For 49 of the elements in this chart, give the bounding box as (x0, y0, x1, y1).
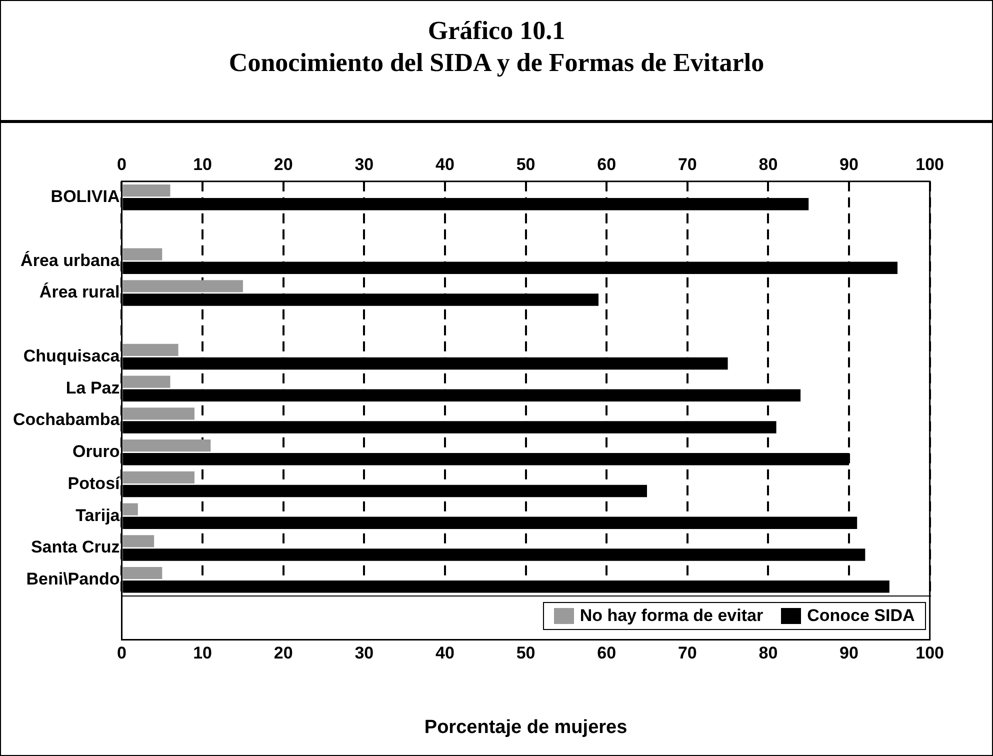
bar (122, 376, 170, 388)
x2-tick-label: 30 (354, 644, 374, 663)
bar (122, 471, 194, 484)
x2-tick-label: 70 (678, 644, 697, 663)
y-tick-label: Área rural (39, 282, 120, 302)
x2-tick-label: 40 (436, 644, 454, 663)
x-tick-label: 90 (840, 154, 858, 174)
x2-tick-label: 80 (758, 644, 778, 663)
y-tick-label: La Paz (66, 378, 120, 398)
x2-tick-label: 60 (597, 644, 616, 663)
y-tick-label: Potosí (68, 474, 122, 493)
bar (122, 408, 194, 420)
y-tick-label: Santa Cruz (30, 538, 120, 557)
x2-tick-label: 50 (516, 644, 536, 663)
y-tick-label: Área urbana (20, 250, 120, 270)
x2-tick-label: 100 (916, 644, 944, 663)
x-tick-label: 60 (597, 154, 616, 174)
x2-tick-label: 90 (840, 644, 858, 663)
y-tick-label: Cochabamba (13, 410, 120, 430)
x-tick-label: 10 (193, 154, 212, 174)
y-tick-label: BOLIVIA (50, 187, 120, 206)
legend-label: Conoce SIDA (807, 606, 915, 625)
x-axis-title: Porcentaje de mujeres (424, 716, 628, 738)
x-tick-label: 50 (516, 154, 536, 174)
bar (122, 280, 243, 292)
chart-subtitle: Conocimiento del SIDA y de Formas de Evitarlo (228, 47, 766, 79)
bar (122, 535, 154, 548)
x-tick-label: 70 (678, 154, 697, 174)
x-tick-label: 40 (436, 154, 454, 174)
y-tick-label: Oruro (72, 442, 120, 462)
bar (122, 503, 138, 516)
bar (122, 344, 178, 356)
y-tick-label: Tarija (76, 506, 120, 525)
x2-tick-label: 10 (193, 644, 212, 663)
x-tick-label: 0 (117, 154, 126, 174)
x-tick-label: 20 (274, 154, 293, 174)
bar (122, 248, 162, 260)
legend-label: No hay forma de evitar (580, 606, 764, 625)
chart-title: Gráfico 10.1 (426, 15, 566, 47)
x-tick-label: 80 (758, 154, 778, 174)
bar (122, 566, 162, 580)
x-tick-label: 100 (916, 154, 944, 174)
x-tick-label: 30 (354, 154, 374, 174)
x2-tick-label: 0 (117, 644, 126, 663)
y-tick-label: Beni\Pando (26, 570, 120, 589)
bar (122, 184, 170, 197)
y-tick-label: Chuquisaca (23, 346, 120, 366)
x2-tick-label: 20 (274, 644, 293, 663)
bar (122, 439, 211, 452)
